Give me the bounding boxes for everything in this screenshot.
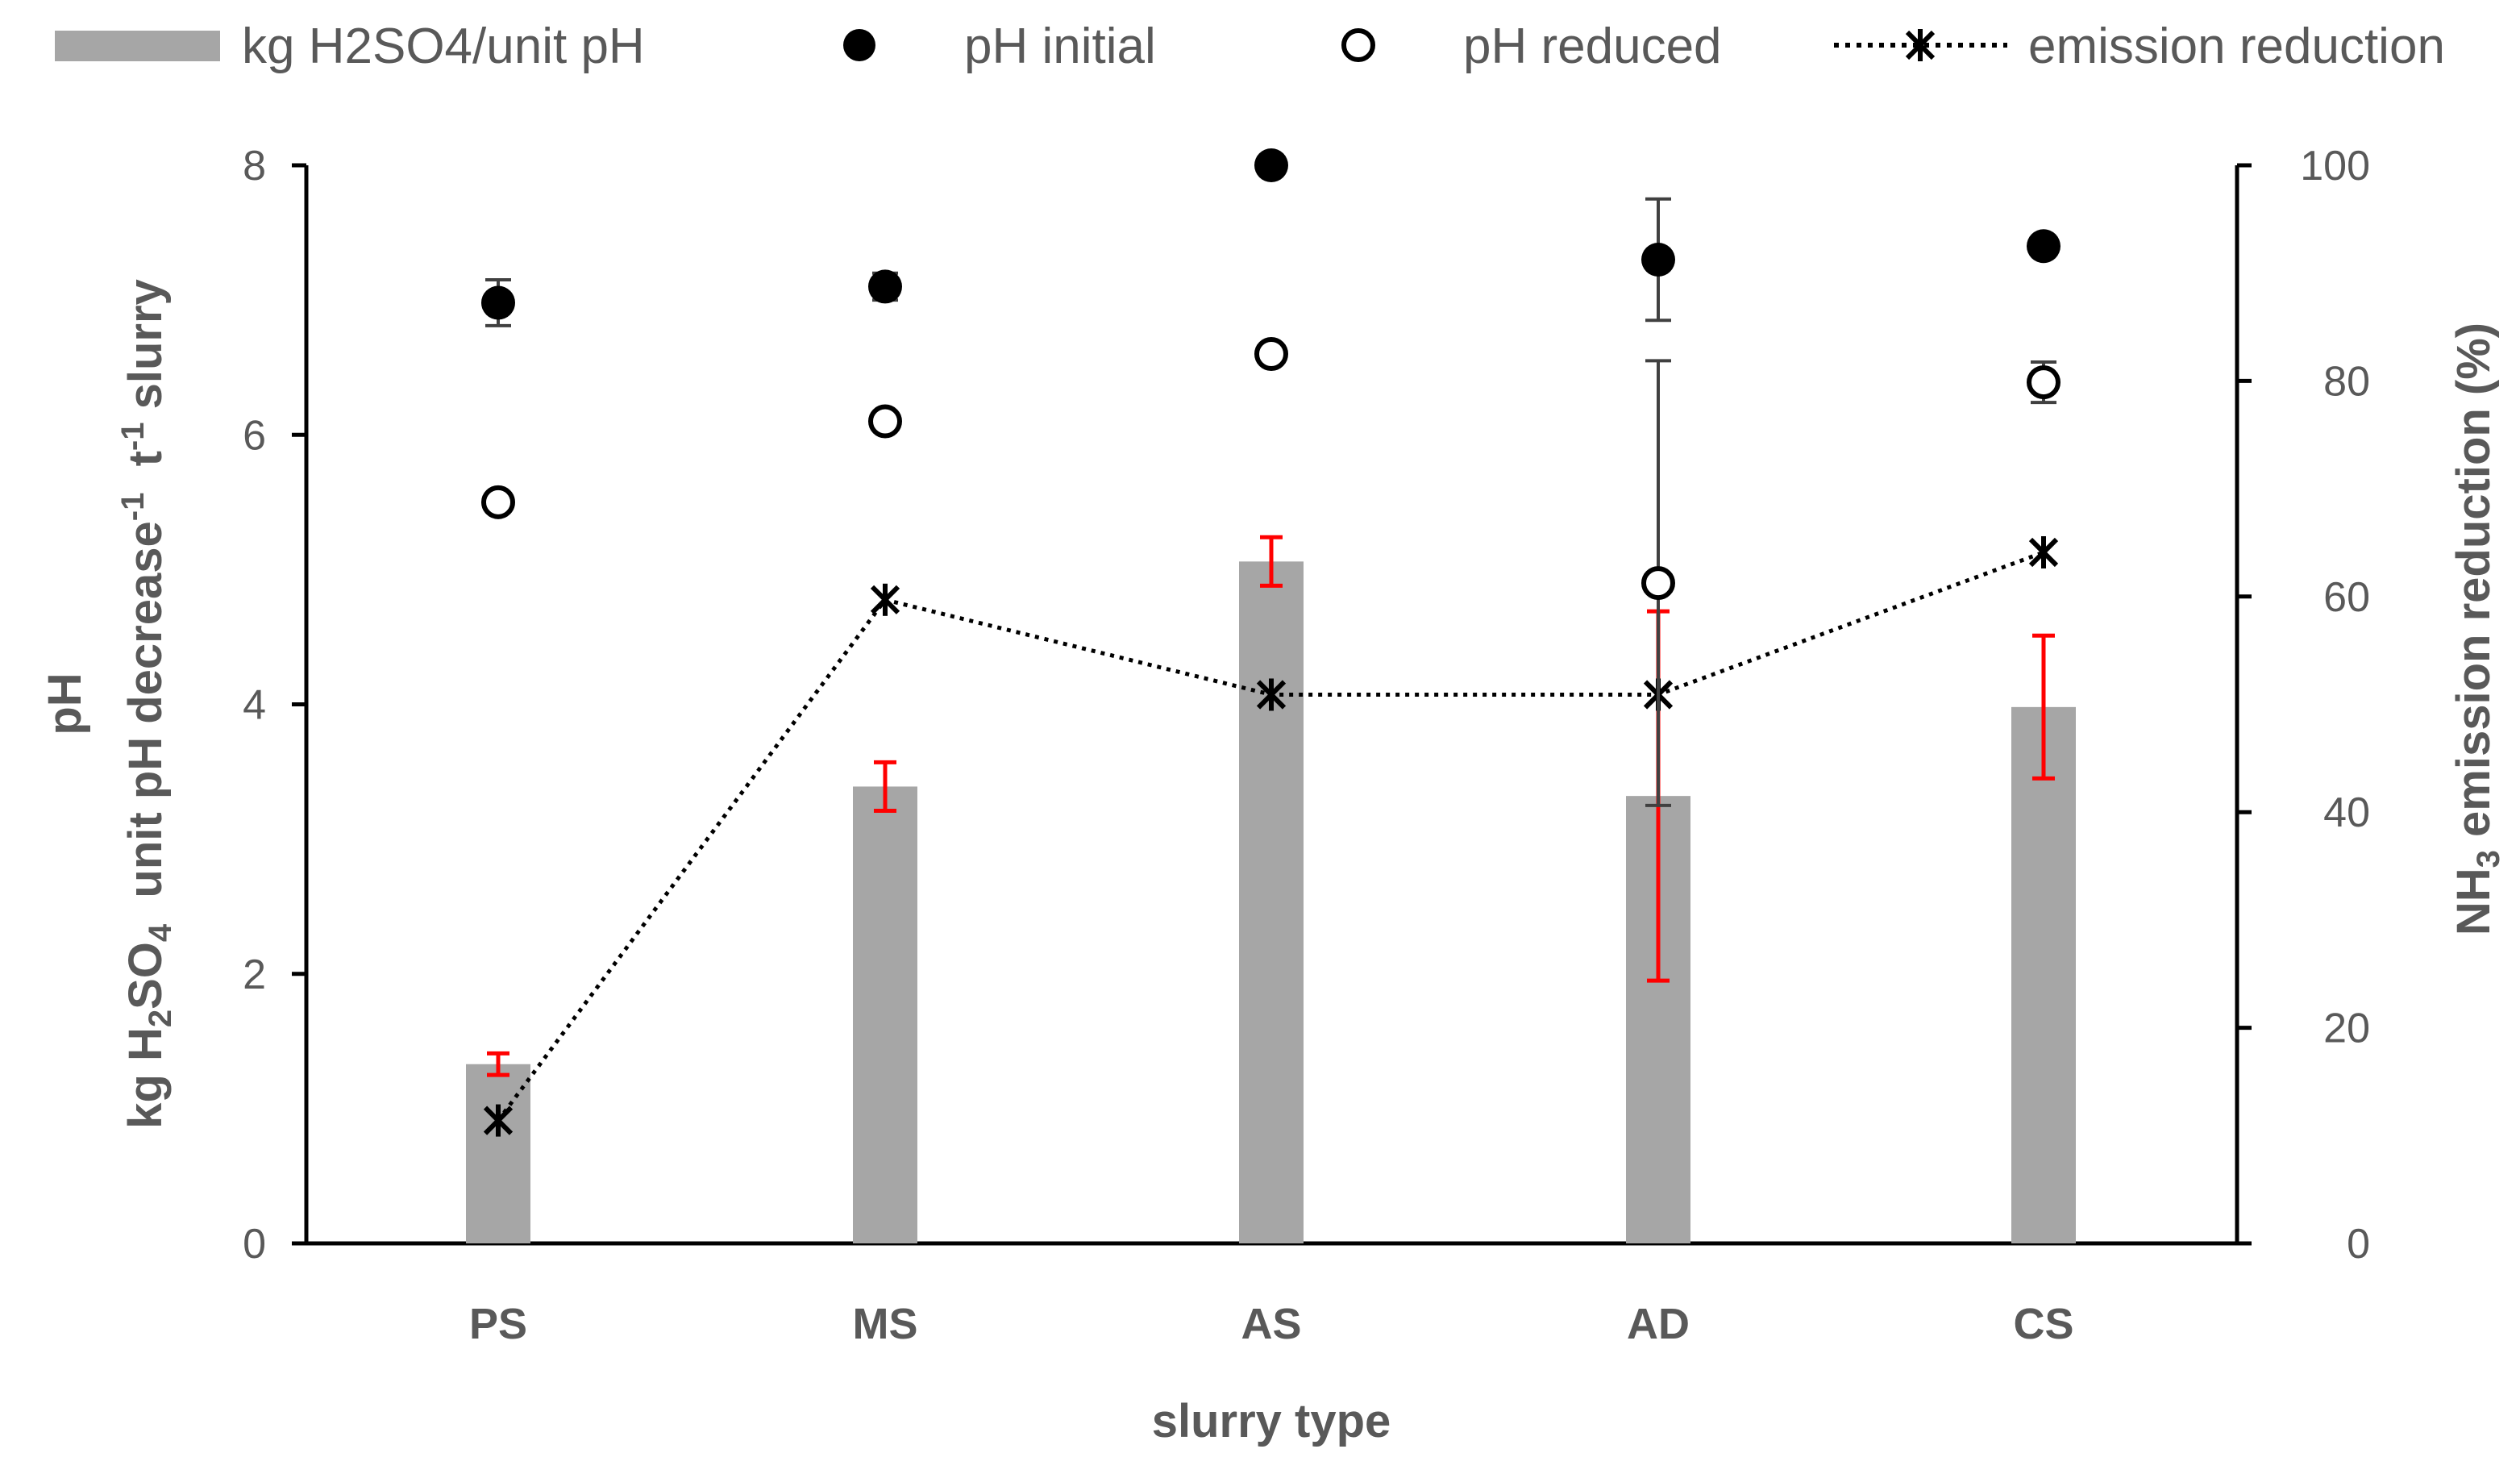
category-label: MS	[853, 1300, 918, 1348]
left-axis-title-line2: kg H2SO4 unit pH decrease-1 t-1 slurry	[115, 279, 178, 1129]
legend: kg H2SO4/unit pH pH initial pH reduced e…	[55, 19, 2445, 74]
ph-initial-point	[1254, 148, 1288, 182]
emission-point	[870, 583, 900, 616]
emission-point	[483, 1104, 514, 1137]
ph-initial-point	[481, 285, 515, 320]
legend-ph-reduced-label: pH reduced	[1463, 19, 1722, 74]
right-tick-label: 100	[2300, 143, 2370, 189]
category-label: CS	[2013, 1300, 2073, 1348]
emission-point	[2028, 535, 2059, 568]
category-label: AD	[1627, 1300, 1690, 1348]
ph-initial-point	[868, 269, 902, 304]
right-tick-label: 80	[2323, 358, 2370, 405]
bar	[1239, 561, 1304, 1243]
emission-point	[1256, 678, 1287, 711]
right-tick-label: 60	[2323, 574, 2370, 621]
legend-ph-reduced-marker	[1341, 28, 1375, 62]
left-axis-title-2: kg H2SO4 unit pH decrease-1 t-1 slurry	[115, 279, 178, 1129]
left-tick-label: 6	[243, 412, 266, 459]
right-tick-label: 0	[2347, 1221, 2370, 1268]
bar	[853, 786, 917, 1243]
legend-ph-initial-marker	[843, 29, 875, 61]
category-labels: PS MS AS AD CS	[469, 1300, 2074, 1348]
left-tick-label: 4	[243, 682, 266, 729]
right-tick-label: 20	[2323, 1006, 2370, 1052]
left-axis-title: pH	[39, 672, 91, 735]
ph-reduced-point	[1641, 566, 1675, 601]
ph-reduced-point	[868, 404, 902, 439]
legend-emission-marker	[1905, 29, 1936, 61]
legend-ph-initial-label: pH initial	[964, 19, 1156, 74]
points-layer	[481, 148, 2060, 807]
ph-initial-point	[2027, 229, 2060, 264]
bar	[466, 1064, 530, 1243]
category-label: PS	[469, 1300, 527, 1348]
legend-bar-label: kg H2SO4/unit pH	[242, 19, 645, 74]
ph-initial-point	[1641, 242, 1675, 277]
ph-reduced-point	[1254, 336, 1288, 371]
right-axis-title: NH3 emission reduction (%)	[2447, 323, 2506, 935]
left-axis-title-line1: pH	[39, 672, 91, 735]
right-tick-label: 40	[2323, 789, 2370, 836]
left-tick-label: 0	[243, 1221, 266, 1268]
legend-bar-swatch	[55, 31, 220, 61]
ph-reduced-point	[481, 485, 515, 519]
x-axis-title: slurry type	[1152, 1395, 1391, 1447]
ph-reduced-point	[2027, 365, 2060, 400]
bars-layer	[466, 535, 2076, 1243]
category-label: AS	[1241, 1300, 1301, 1348]
right-axis-title-text: NH3 emission reduction (%)	[2447, 323, 2506, 935]
left-tick-label: 8	[243, 143, 266, 189]
left-tick-label: 2	[243, 951, 266, 998]
legend-emission-label: emission reduction	[2028, 19, 2445, 74]
bar	[2011, 706, 2076, 1243]
